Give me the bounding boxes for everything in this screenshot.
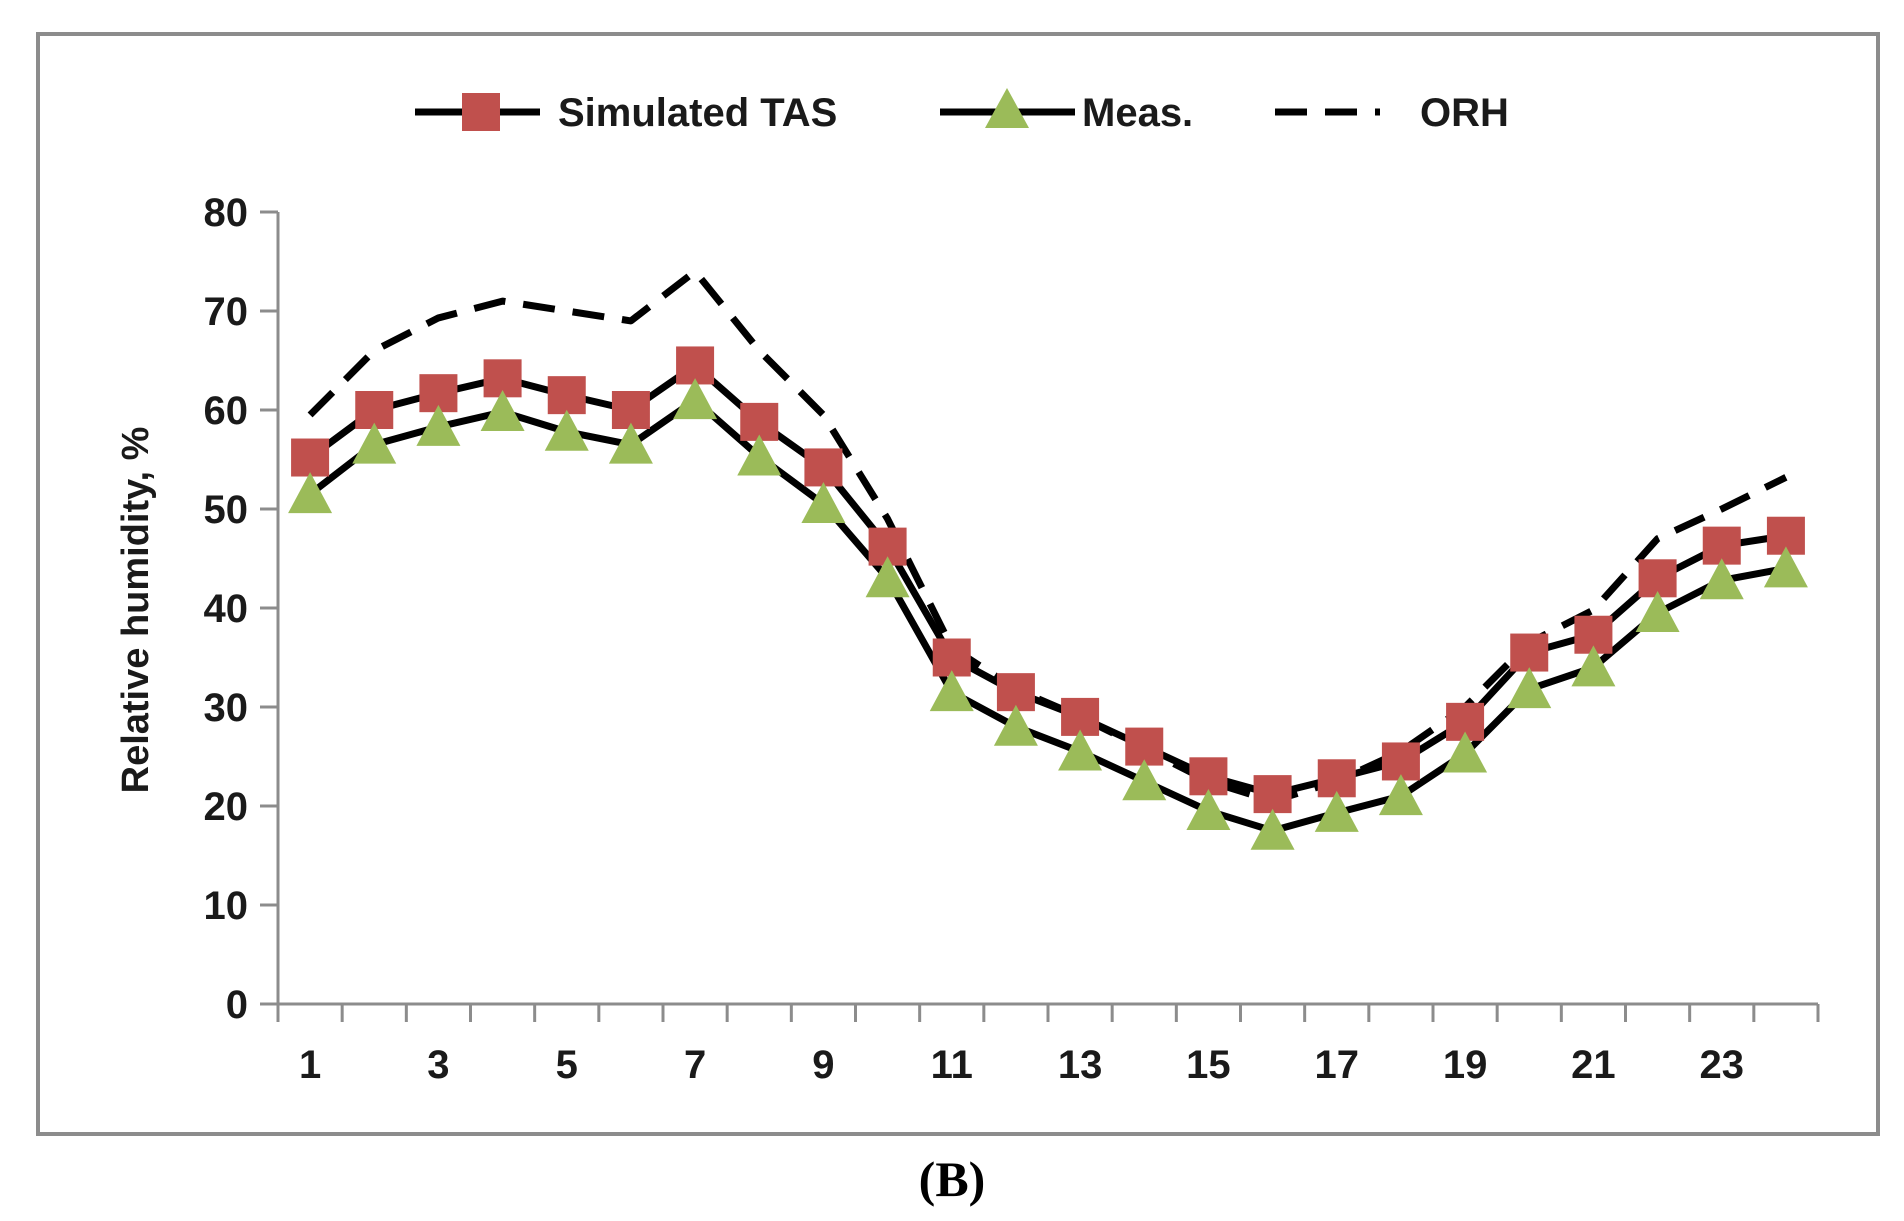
point-simulated-tas [1510, 633, 1549, 672]
plot-area [288, 267, 1808, 850]
y-tick-label: 80 [204, 191, 249, 235]
point-meas [865, 556, 910, 598]
point-meas [929, 670, 974, 712]
legend-item-simulated-tas: Simulated TAS [415, 91, 837, 135]
point-meas [480, 389, 525, 431]
point-simulated-tas [291, 438, 330, 477]
point-meas [416, 404, 461, 446]
point-meas [1250, 808, 1295, 850]
point-simulated-tas [804, 448, 843, 487]
point-meas [608, 422, 653, 464]
y-tick-label: 30 [204, 686, 249, 730]
x-tick-label: 9 [812, 1043, 834, 1087]
x-tick-label: 7 [684, 1043, 706, 1087]
legend-orh-label: ORH [1420, 91, 1509, 135]
legend-item-meas: Meas. [940, 88, 1193, 135]
legend-meas-label: Meas. [1082, 91, 1193, 135]
y-tick-label: 40 [204, 587, 249, 631]
x-tick-label: 23 [1700, 1043, 1745, 1087]
x-tick-label: 17 [1315, 1043, 1360, 1087]
point-meas [288, 472, 333, 514]
x-tick-label: 15 [1186, 1043, 1231, 1087]
point-simulated-tas [547, 376, 586, 415]
y-tick-label: 10 [204, 884, 249, 928]
y-tick-label: 70 [204, 290, 249, 334]
point-meas [1507, 667, 1552, 709]
point-meas [993, 704, 1038, 746]
series-line-meas [307, 396, 1787, 835]
point-meas [1635, 590, 1680, 632]
legend-simulated-tas-label: Simulated TAS [558, 91, 837, 135]
point-meas [1122, 759, 1167, 801]
point-meas [352, 422, 397, 464]
point-meas [1378, 774, 1423, 816]
x-tick-label: 19 [1443, 1043, 1488, 1087]
point-meas [1186, 788, 1231, 830]
point-meas [544, 409, 589, 451]
x-tick-label: 3 [427, 1043, 449, 1087]
y-tick-label: 50 [204, 488, 249, 532]
point-meas [801, 482, 846, 524]
x-tick-label: 21 [1571, 1043, 1616, 1087]
y-axis-title: Relative humidity, % [115, 427, 157, 794]
x-tick-label: 13 [1058, 1043, 1103, 1087]
y-tick-label: 20 [204, 785, 249, 829]
legend-item-orh: ORH [1275, 91, 1509, 135]
x-tick-label: 11 [931, 1043, 973, 1087]
x-tick-label: 1 [299, 1043, 321, 1087]
point-meas [1571, 645, 1616, 687]
legend-meas-marker [985, 88, 1029, 128]
point-meas [1763, 546, 1808, 588]
point-meas [737, 434, 782, 476]
point-simulated-tas [1253, 775, 1292, 814]
point-meas [673, 378, 718, 420]
y-tick-label: 0 [226, 983, 248, 1027]
figure-caption: (B) [919, 1151, 986, 1207]
legend: Simulated TAS Meas. ORH [415, 88, 1509, 135]
x-tick-label: 5 [556, 1043, 578, 1087]
legend-simulated-tas-marker [462, 93, 500, 131]
y-tick-label: 60 [204, 389, 249, 433]
point-meas [1058, 729, 1103, 771]
chart-frame [36, 32, 1880, 1136]
point-meas [1314, 790, 1359, 832]
point-meas [1699, 558, 1744, 600]
point-meas [1443, 731, 1488, 773]
